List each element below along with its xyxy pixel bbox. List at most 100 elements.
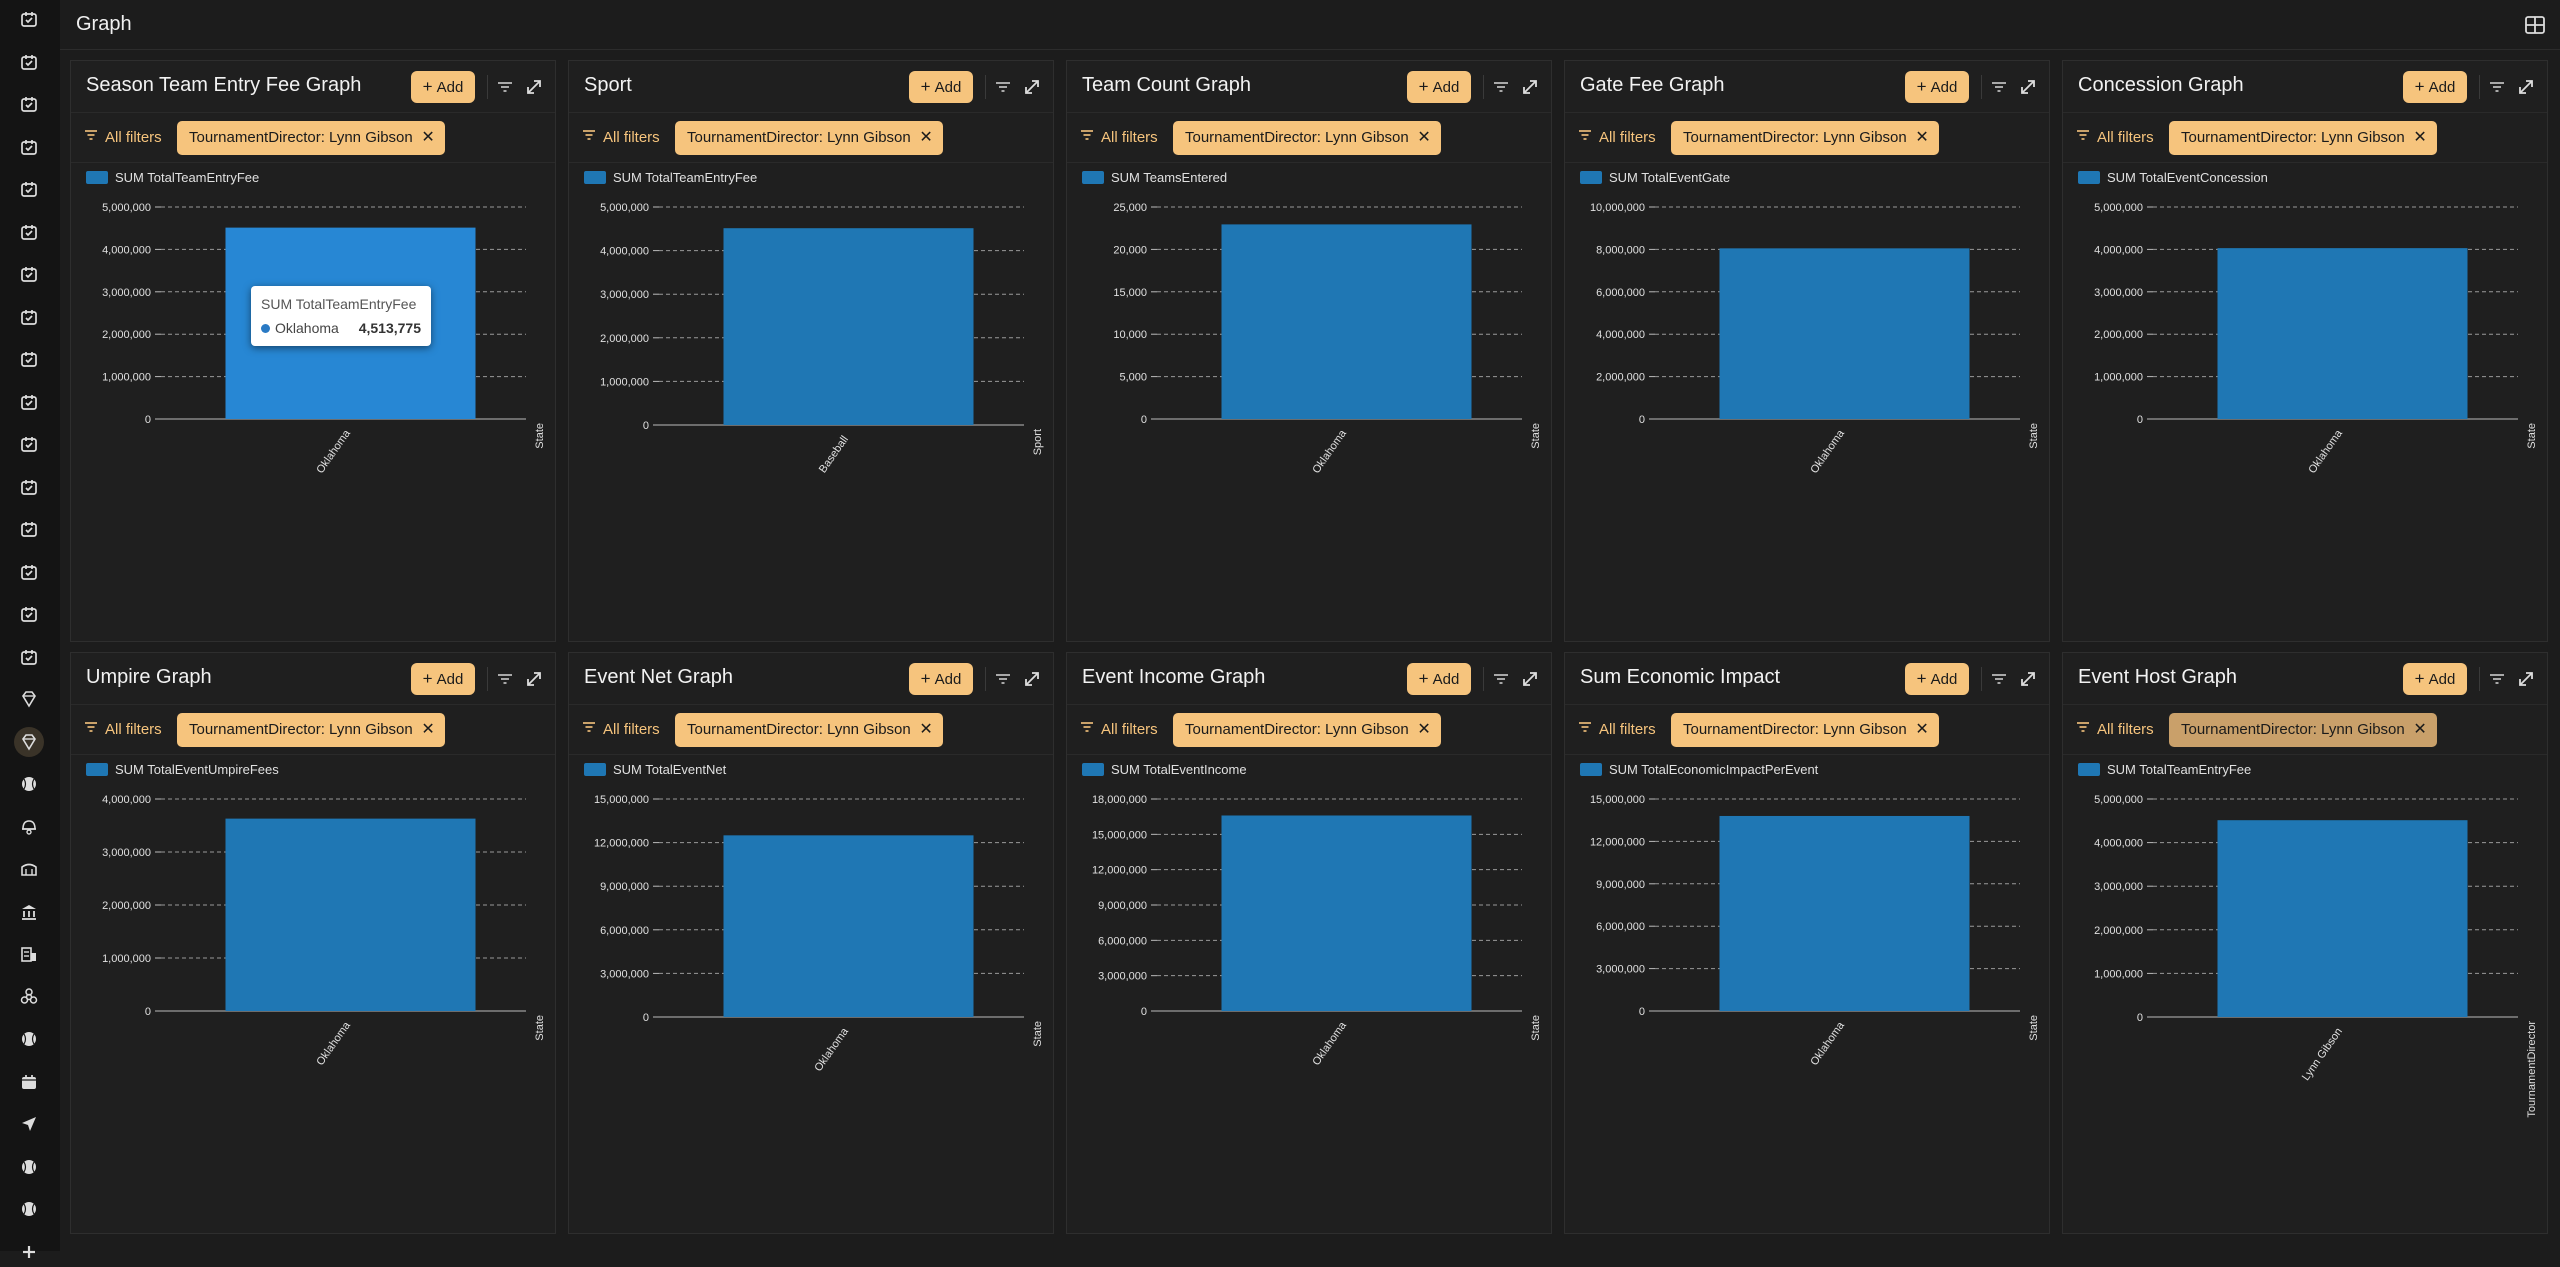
filter-chip[interactable]: TournamentDirector: Lynn Gibson ✕ [1173, 713, 1441, 747]
calendar-check-icon[interactable] [14, 557, 44, 587]
helmet-icon[interactable] [14, 812, 44, 842]
calendar-check-icon[interactable] [14, 429, 44, 459]
filter-chip[interactable]: TournamentDirector: Lynn Gibson ✕ [1671, 121, 1939, 155]
filter-icon[interactable] [993, 669, 1013, 689]
expand-icon[interactable] [2017, 76, 2039, 98]
filter-chip[interactable]: TournamentDirector: Lynn Gibson ✕ [675, 713, 943, 747]
expand-icon[interactable] [1021, 76, 1043, 98]
filter-chip[interactable]: TournamentDirector: Lynn Gibson ✕ [177, 713, 445, 747]
filter-icon[interactable] [495, 669, 515, 689]
add-button[interactable]: + Add [1905, 71, 1969, 103]
filter-chip[interactable]: TournamentDirector: Lynn Gibson ✕ [1173, 121, 1441, 155]
add-button[interactable]: + Add [909, 663, 973, 695]
plus-icon: + [422, 669, 433, 688]
filter-icon[interactable] [495, 77, 515, 97]
expand-icon[interactable] [1519, 668, 1541, 690]
add-button[interactable]: + Add [411, 663, 475, 695]
filter-icon[interactable] [993, 77, 1013, 97]
all-filters-button[interactable]: All filters [2075, 719, 2154, 739]
calendar-check-icon[interactable] [14, 47, 44, 77]
y-tick-label: 4,000,000 [102, 794, 151, 806]
all-filters-button[interactable]: All filters [2075, 127, 2154, 147]
all-filters-button[interactable]: All filters [83, 127, 162, 147]
close-icon[interactable]: ✕ [1417, 721, 1431, 738]
all-filters-button[interactable]: All filters [1577, 127, 1656, 147]
chart-panel: Concession Graph + Add All filters Tournamen… [2062, 60, 2548, 642]
diamond-icon[interactable] [14, 726, 44, 757]
close-icon[interactable]: ✕ [919, 721, 933, 738]
baseball-icon[interactable] [14, 1194, 44, 1224]
add-button[interactable]: + Add [909, 71, 973, 103]
filter-icon[interactable] [1491, 669, 1511, 689]
calendar-check-icon[interactable] [14, 132, 44, 162]
filter-icon[interactable] [1989, 77, 2009, 97]
add-button[interactable]: + Add [2403, 71, 2467, 103]
bank-icon[interactable] [14, 897, 44, 927]
close-icon[interactable]: ✕ [1417, 129, 1431, 146]
add-button[interactable]: + Add [1905, 663, 1969, 695]
add-button[interactable]: + Add [1407, 71, 1471, 103]
calendar-icon[interactable] [14, 1067, 44, 1097]
calendar-check-icon[interactable] [14, 89, 44, 119]
close-icon[interactable]: ✕ [2413, 129, 2427, 146]
baseball-icon[interactable] [14, 769, 44, 799]
all-filters-button[interactable]: All filters [1079, 127, 1158, 147]
filter-icon[interactable] [1989, 669, 2009, 689]
diamond-icon[interactable] [14, 684, 44, 714]
calendar-check-icon[interactable] [14, 302, 44, 332]
biohazard-icon[interactable] [14, 982, 44, 1012]
filter-icon[interactable] [1491, 77, 1511, 97]
baseball-icon[interactable] [14, 1024, 44, 1054]
add-button[interactable]: + Add [2403, 663, 2467, 695]
close-icon[interactable]: ✕ [1915, 721, 1929, 738]
layout-grid-icon[interactable] [2524, 14, 2546, 36]
close-icon[interactable]: ✕ [421, 721, 435, 738]
filter-chip[interactable]: TournamentDirector: Lynn Gibson ✕ [2169, 713, 2437, 747]
calendar-check-icon[interactable] [14, 217, 44, 247]
calendar-check-icon[interactable] [14, 344, 44, 374]
add-button[interactable]: + Add [411, 71, 475, 103]
close-icon[interactable]: ✕ [421, 129, 435, 146]
calendar-check-icon[interactable] [14, 259, 44, 289]
close-icon[interactable]: ✕ [1915, 129, 1929, 146]
hotel-icon[interactable] [14, 939, 44, 969]
expand-icon[interactable] [2515, 668, 2537, 690]
add-button[interactable]: + Add [1407, 663, 1471, 695]
stadium-icon[interactable] [14, 854, 44, 884]
expand-icon[interactable] [1519, 76, 1541, 98]
x-tick-label: Oklahoma [314, 427, 353, 476]
all-filters-button[interactable]: All filters [581, 719, 660, 739]
all-filters-button[interactable]: All filters [83, 719, 162, 739]
close-icon[interactable]: ✕ [919, 129, 933, 146]
all-filters-label: All filters [2097, 720, 2154, 738]
plus-icon[interactable] [14, 1237, 44, 1267]
expand-icon[interactable] [523, 668, 545, 690]
x-axis-title: TournamentDirector [2526, 1021, 2538, 1118]
expand-icon[interactable] [2017, 668, 2039, 690]
calendar-check-icon[interactable] [14, 387, 44, 417]
all-filters-button[interactable]: All filters [1079, 719, 1158, 739]
calendar-check-icon[interactable] [14, 514, 44, 544]
calendar-check-icon[interactable] [14, 174, 44, 204]
expand-icon[interactable] [1021, 668, 1043, 690]
calendar-check-icon[interactable] [14, 4, 44, 34]
calendar-check-icon[interactable] [14, 642, 44, 672]
close-icon[interactable]: ✕ [2413, 721, 2427, 738]
filter-icon[interactable] [2487, 77, 2507, 97]
filter-chip[interactable]: TournamentDirector: Lynn Gibson ✕ [2169, 121, 2437, 155]
filter-chip[interactable]: TournamentDirector: Lynn Gibson ✕ [675, 121, 943, 155]
bar [723, 228, 974, 425]
all-filters-button[interactable]: All filters [581, 127, 660, 147]
all-filters-button[interactable]: All filters [1577, 719, 1656, 739]
baseball-icon[interactable] [14, 1152, 44, 1182]
expand-icon[interactable] [2515, 76, 2537, 98]
send-icon[interactable] [14, 1109, 44, 1139]
filter-chip[interactable]: TournamentDirector: Lynn Gibson ✕ [177, 121, 445, 155]
filter-chip[interactable]: TournamentDirector: Lynn Gibson ✕ [1671, 713, 1939, 747]
add-button-label: Add [2428, 78, 2456, 96]
filter-icon [2075, 127, 2091, 147]
calendar-check-icon[interactable] [14, 599, 44, 629]
filter-icon[interactable] [2487, 669, 2507, 689]
expand-icon[interactable] [523, 76, 545, 98]
calendar-check-icon[interactable] [14, 472, 44, 502]
